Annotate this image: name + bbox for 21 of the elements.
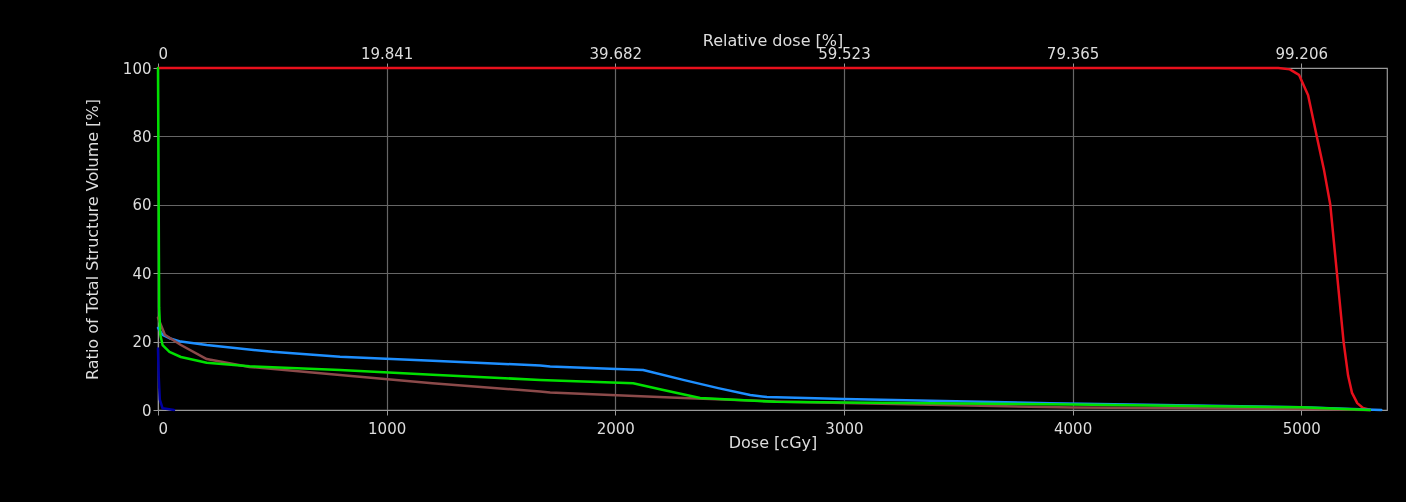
x-tick-label: 0	[158, 419, 169, 438]
y-axis-title: Ratio of Total Structure Volume [%]	[82, 99, 102, 380]
y-tick-label: 60	[132, 196, 152, 215]
line-series	[156, 66, 1372, 412]
line-series	[156, 347, 176, 412]
x2-tick-label: 19.841	[360, 44, 414, 63]
x-tick-label: 5000	[1282, 419, 1321, 438]
x-tick-label: 1000	[368, 419, 407, 438]
y-tick-label: 80	[132, 127, 152, 146]
x2-tick-label: 99.206	[1275, 44, 1328, 63]
x-axis-title: Dose [cGy]	[728, 432, 818, 452]
y-tick-label: 40	[132, 264, 152, 283]
x2-tick-label: 39.682	[589, 44, 643, 63]
y-tick-label: 0	[141, 401, 152, 420]
x-tick-label: 3000	[825, 419, 864, 438]
x2-tick-label: 79.365	[1046, 44, 1100, 63]
y-tick-label: 100	[122, 59, 152, 78]
x2-tick-label: 0	[158, 44, 169, 63]
x-tick-label: 4000	[1054, 419, 1093, 438]
y-tick-label: 20	[132, 333, 152, 352]
x-tick-label: 2000	[596, 419, 635, 438]
